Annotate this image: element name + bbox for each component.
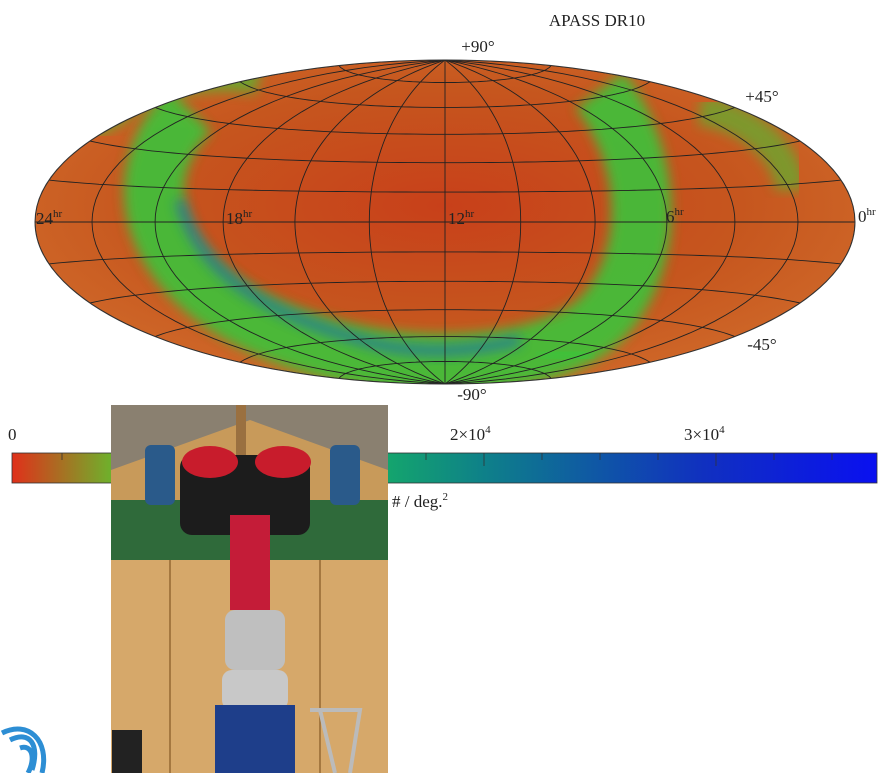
colorbar-tick-label: 2×104 (450, 424, 491, 444)
label-main: 24 (36, 209, 54, 228)
label-main: 12 (448, 209, 465, 228)
page: APASS DR10 +90° +45° -45° -90° 24hr 18hr… (0, 0, 885, 773)
lat-label: -90° (457, 385, 486, 404)
logo (2, 729, 44, 773)
label-superscript: 2 (443, 491, 449, 503)
figure: APASS DR10 +90° +45° -45° -90° 24hr 18hr… (0, 0, 885, 773)
map-title: APASS DR10 (549, 11, 645, 30)
label-main: 0 (858, 207, 867, 226)
label-main: 18 (226, 209, 243, 228)
label-superscript: 4 (485, 424, 491, 436)
label-main: 0 (8, 425, 17, 444)
lat-label: +90° (461, 37, 494, 56)
label-superscript: hr (53, 208, 63, 220)
lat-label: +45° (745, 87, 778, 106)
label-superscript: hr (867, 206, 877, 218)
label-superscript: 4 (719, 424, 725, 436)
label-main: 6 (666, 207, 675, 226)
label-superscript: hr (465, 208, 475, 220)
graticule (35, 60, 855, 384)
lat-label: -45° (747, 335, 776, 354)
colorbar-tick-label: 3×104 (684, 424, 725, 444)
label-main: 3×10 (684, 425, 719, 444)
telescope-photo (111, 405, 388, 773)
ra-label: 0hr (858, 206, 876, 226)
colorbar-unit: # / deg.2 (392, 491, 448, 511)
label-superscript: hr (243, 208, 253, 220)
label-superscript: hr (675, 206, 685, 218)
colorbar-tick-label: 0 (8, 425, 17, 444)
label-main: 2×10 (450, 425, 485, 444)
label-main: # / deg. (392, 492, 443, 511)
